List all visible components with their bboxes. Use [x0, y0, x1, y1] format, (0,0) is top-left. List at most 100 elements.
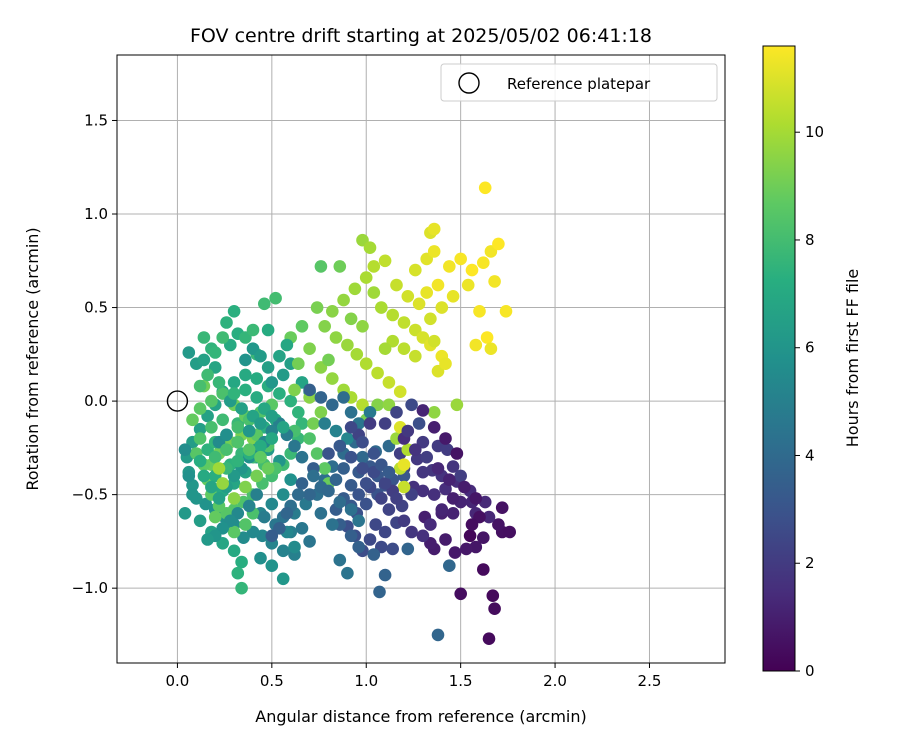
- x-tick-label: 1.5: [449, 672, 473, 690]
- scatter-point: [303, 488, 316, 501]
- scatter-point: [386, 308, 400, 322]
- scatter-point: [199, 497, 212, 511]
- scatter-point: [250, 372, 263, 385]
- scatter-point: [265, 376, 279, 389]
- scatter-point: [439, 432, 452, 445]
- scatter-point: [401, 424, 415, 438]
- legend: Reference platepar: [440, 63, 718, 102]
- scatter-point: [443, 559, 456, 572]
- scatter-point: [390, 278, 403, 292]
- y-tick-label: 0.5: [84, 299, 108, 317]
- scatter-point: [193, 422, 207, 436]
- scatter-point: [446, 460, 460, 473]
- scatter-point: [322, 484, 335, 498]
- scatter-point: [254, 450, 267, 464]
- scatter-point: [435, 503, 449, 516]
- x-tick-label: 0.5: [260, 672, 284, 690]
- scatter-point: [254, 551, 267, 565]
- scatter-point: [220, 316, 233, 329]
- scatter-point: [431, 462, 445, 475]
- scatter-point: [469, 338, 483, 352]
- scatter-point: [254, 349, 267, 363]
- scatter-point: [359, 497, 373, 511]
- scatter-point: [427, 406, 441, 419]
- plot-area: [117, 55, 725, 663]
- legend-reference-marker: [458, 72, 480, 94]
- scatter-point: [265, 529, 279, 543]
- scatter-point: [288, 439, 301, 453]
- scatter-point: [410, 452, 424, 466]
- colorbar: 0 2 4 6 8 10 Hours from first FF file: [762, 45, 862, 680]
- scatter-point: [216, 413, 229, 427]
- scatter-point: [337, 293, 350, 307]
- scatter-point: [310, 447, 324, 460]
- colorbar-tick-label: 8: [805, 231, 815, 249]
- scatter-point: [454, 469, 468, 483]
- scatter-point: [412, 297, 426, 311]
- scatter-point: [295, 477, 309, 490]
- scatter-point: [314, 406, 328, 419]
- scatter-point: [344, 529, 358, 543]
- scatter-point: [212, 462, 226, 475]
- colorbar-tick-label: 0: [805, 662, 815, 680]
- colorbar-frame: [762, 45, 796, 672]
- scatter-point: [227, 492, 241, 505]
- scatter-point: [363, 533, 377, 546]
- scatter-point: [382, 503, 396, 516]
- scatter-point: [405, 525, 418, 539]
- scatter-point: [409, 443, 422, 457]
- scatter-point: [382, 376, 396, 389]
- scatter-point: [397, 514, 411, 528]
- scatter-point: [427, 488, 441, 501]
- scatter-point: [333, 495, 347, 509]
- scatter-point: [265, 409, 279, 423]
- scatter-point: [446, 507, 460, 520]
- scatter-point: [482, 510, 496, 524]
- scatter-point: [258, 510, 271, 524]
- scatter-point: [276, 421, 290, 434]
- scatter-point: [292, 488, 305, 501]
- scatter-point: [261, 323, 275, 337]
- scatter-point: [378, 568, 392, 582]
- scatter-point: [292, 357, 305, 371]
- scatter-point: [397, 342, 411, 356]
- colorbar-tick-label: 4: [805, 446, 815, 464]
- scatter-point: [239, 383, 252, 397]
- scatter-point: [480, 331, 494, 344]
- scatter-point: [375, 301, 388, 314]
- scatter-point: [461, 278, 475, 292]
- scatter-point: [356, 320, 369, 333]
- scatter-point: [333, 553, 347, 567]
- scatter-point: [303, 535, 316, 548]
- y-tick-label: 1.5: [84, 111, 108, 129]
- scatter-point: [344, 450, 358, 464]
- scatter-point: [412, 417, 426, 430]
- scatter-point: [401, 290, 415, 303]
- reference-platepar-marker: [166, 390, 189, 412]
- scatter-point: [477, 531, 490, 544]
- scatter-point: [295, 320, 309, 333]
- scatter-point: [193, 379, 207, 393]
- scatter-point: [416, 465, 430, 479]
- scatter-point: [322, 353, 335, 367]
- scatter-point: [239, 353, 252, 367]
- scatter-point: [401, 542, 415, 556]
- y-axis-label: Rotation from reference (arcmin): [23, 227, 42, 490]
- scatter-point: [261, 361, 275, 374]
- scatter-point: [375, 492, 388, 505]
- scatter-point: [416, 404, 430, 417]
- x-tick-label: 2.5: [638, 672, 662, 690]
- y-axis-ticks: −1.0 −0.5 0.0 0.5 1.0 1.5: [72, 111, 117, 597]
- scatter-point: [182, 346, 196, 359]
- scatter-point: [237, 531, 250, 544]
- scatter-point: [254, 439, 267, 453]
- scatter-point: [284, 473, 298, 487]
- y-tick-label: 0.0: [84, 392, 108, 410]
- scatter-point: [488, 602, 501, 615]
- scatter-point: [208, 510, 222, 524]
- scatter-point: [250, 391, 263, 404]
- scatter-point: [333, 439, 347, 453]
- x-tick-label: 0.0: [165, 672, 189, 690]
- scatter-point: [307, 469, 320, 483]
